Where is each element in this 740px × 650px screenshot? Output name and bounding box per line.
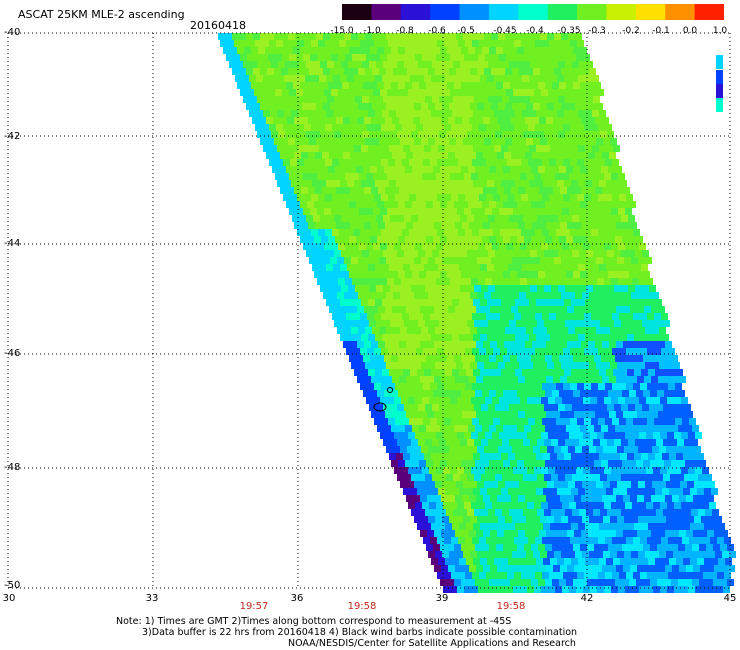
colorbar-swatch [547, 4, 578, 20]
colorbar-swatch [665, 4, 696, 20]
colorbar-label: -0.3 [588, 26, 606, 36]
contamination-marker [373, 402, 387, 412]
contamination-marker [387, 387, 393, 393]
note-line-2: 3)Data buffer is 22 hrs from 20160418 4)… [142, 627, 578, 638]
y-tick-label: -42 [4, 131, 21, 142]
colorbar-label: -1.0 [363, 26, 381, 36]
colorbar-swatch [430, 4, 461, 20]
colorbar-label: -0.1 [652, 26, 670, 36]
y-tick-label: -50 [4, 580, 21, 591]
y-tick-label: -48 [4, 462, 21, 473]
colorbar-label: -0.35 [557, 26, 581, 36]
y-tick-label: -46 [4, 348, 21, 359]
colorbar-swatch [577, 4, 607, 20]
colorbar-swatch [400, 4, 431, 20]
note-line-3: NOAA/NESDIS/Center for Satellite Applica… [288, 638, 576, 649]
x-tick-label: 45 [723, 593, 737, 604]
time-label: 19:58 [347, 601, 377, 612]
time-label: 19:57 [239, 601, 269, 612]
colorbar [342, 4, 724, 20]
lat-lon-grid [7, 32, 731, 589]
product-title: ASCAT 25KM MLE-2 ascending [18, 8, 185, 21]
note-line-1: Note: 1) Times are GMT 2)Times along bot… [116, 616, 512, 627]
time-label: 19:58 [496, 601, 526, 612]
swath-cells [218, 33, 736, 593]
colorbar-swatch [694, 4, 724, 20]
y-tick-label: -44 [4, 238, 21, 249]
x-tick-label: 36 [290, 593, 304, 604]
colorbar-label: -0.45 [493, 26, 517, 36]
x-tick-label: 42 [580, 593, 594, 604]
colorbar-label: 1.0 [712, 26, 728, 36]
x-tick-label: 30 [2, 593, 16, 604]
colorbar-label: -0.6 [428, 26, 446, 36]
colorbar-swatch [606, 4, 637, 20]
colorbar-swatch [635, 4, 666, 20]
product-date: 20160418 [190, 19, 246, 32]
x-tick-label: 39 [435, 593, 449, 604]
colorbar-swatch [459, 4, 490, 20]
colorbar-label: -0.2 [622, 26, 640, 36]
colorbar-label: -15.0 [330, 26, 354, 36]
colorbar-swatch [342, 4, 372, 20]
colorbar-swatch [371, 4, 402, 20]
colorbar-label: -0.4 [526, 26, 544, 36]
x-tick-label: 33 [145, 593, 159, 604]
colorbar-label: -0.8 [396, 26, 414, 36]
colorbar-label: 0.0 [682, 26, 698, 36]
colorbar-label: -0.5 [457, 26, 475, 36]
colorbar-swatch [518, 4, 549, 20]
colorbar-swatch [488, 4, 519, 20]
y-tick-label: -40 [4, 27, 21, 38]
